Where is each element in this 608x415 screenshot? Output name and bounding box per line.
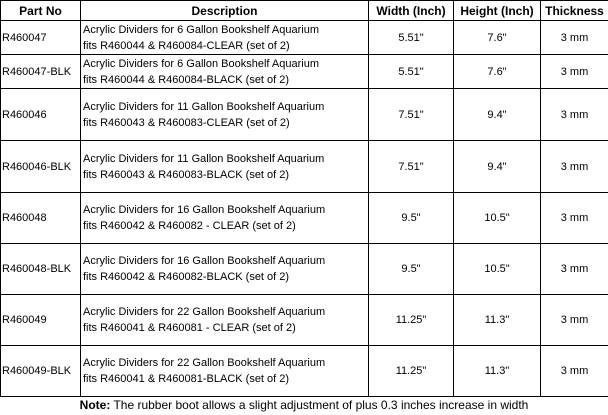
width-cell: 5.51" — [368, 20, 454, 55]
width-cell: 7.51" — [368, 140, 454, 193]
description-line-1: Acrylic Dividers for 22 Gallon Bookshelf… — [83, 306, 326, 318]
height-cell: 9.4" — [453, 88, 541, 141]
header-thickness: Thickness — [540, 0, 608, 21]
height-cell: 11.3" — [453, 345, 541, 397]
thickness-cell: 3 mm — [540, 54, 608, 89]
part-no-cell: R460047-BLK — [0, 54, 81, 89]
description-cell: Acrylic Dividers for 16 Gallon Bookshelf… — [80, 243, 369, 295]
thickness-cell: 3 mm — [540, 88, 608, 141]
description-line-2: fits R460043 & R460083-CLEAR (set of 2) — [83, 116, 290, 129]
header-width: Width (Inch) — [368, 0, 454, 21]
description-cell: Acrylic Dividers for 16 Gallon Bookshelf… — [80, 192, 369, 244]
description-cell: Acrylic Dividers for 11 Gallon Bookshelf… — [80, 140, 369, 193]
description-cell: Acrylic Dividers for 6 Gallon Bookshelf … — [80, 20, 369, 55]
height-cell: 10.5" — [453, 243, 541, 295]
thickness-cell: 3 mm — [540, 294, 608, 346]
description-line-2: fits R460044 & R460084-BLACK (set of 2) — [83, 73, 290, 86]
part-no-cell: R460046 — [0, 88, 81, 141]
description-line-1: Acrylic Dividers for 16 Gallon Bookshelf… — [83, 204, 326, 216]
header-height: Height (Inch) — [453, 0, 541, 21]
width-cell: 9.5" — [368, 192, 454, 244]
width-cell: 11.25" — [368, 345, 454, 397]
description-line-1: Acrylic Dividers for 11 Gallon Bookshelf… — [83, 152, 325, 165]
footnote: Note: The rubber boot allows a slight ad… — [0, 395, 608, 415]
height-cell: 7.6" — [453, 20, 541, 55]
description-line-2: fits R460044 & R460084-CLEAR (set of 2) — [83, 39, 290, 52]
description-line-1: Acrylic Dividers for 11 Gallon Bookshelf… — [83, 100, 325, 113]
header-part-no: Part No — [0, 0, 81, 21]
dividers-spec-table: Part No Description Width (Inch) Height … — [0, 0, 608, 397]
table-row: R460047-BLK Acrylic Dividers for 6 Gallon… — [0, 54, 608, 89]
description-line-2: fits R460041 & R460081 - CLEAR (set of 2… — [83, 322, 296, 334]
description-line-2: fits R460042 & R460082-BLACK (set of 2) — [83, 271, 290, 283]
description-line-2: fits R460042 & R460082 - CLEAR (set of 2… — [83, 220, 296, 232]
description-cell: Acrylic Dividers for 11 Gallon Bookshelf… — [80, 88, 369, 141]
width-cell: 9.5" — [368, 243, 454, 295]
thickness-cell: 3 mm — [540, 20, 608, 55]
description-cell: Acrylic Dividers for 22 Gallon Bookshelf… — [80, 294, 369, 346]
description-line-1: Acrylic Dividers for 6 Gallon Bookshelf … — [83, 57, 319, 70]
width-cell: 11.25" — [368, 294, 454, 346]
description-cell: Acrylic Dividers for 22 Gallon Bookshelf… — [80, 345, 369, 397]
thickness-cell: 3 mm — [540, 345, 608, 397]
part-no-cell: R460046-BLK — [0, 140, 81, 193]
part-no-cell: R460047 — [0, 20, 81, 55]
thickness-cell: 3 mm — [540, 140, 608, 193]
description-cell: Acrylic Dividers for 6 Gallon Bookshelf … — [80, 54, 369, 89]
description-line-1: Acrylic Dividers for 6 Gallon Bookshelf … — [83, 23, 319, 36]
part-no-cell: R460049 — [0, 294, 81, 346]
thickness-cell: 3 mm — [540, 192, 608, 244]
height-cell: 11.3" — [453, 294, 541, 346]
table-row: R460049-BLK Acrylic Dividers for 22 Gallo… — [0, 345, 608, 397]
table-row: R460049 Acrylic Dividers for 22 Gallon Bo… — [0, 294, 608, 346]
header-row: Part No Description Width (Inch) Height … — [0, 0, 608, 21]
part-no-cell: R460048 — [0, 192, 81, 244]
table-row: R460048-BLK Acrylic Dividers for 16 Gallo… — [0, 243, 608, 295]
part-no-cell: R460049-BLK — [0, 345, 81, 397]
table-row: R460047 Acrylic Dividers for 6 Gallon Boo… — [0, 20, 608, 55]
header-description: Description — [80, 0, 369, 21]
note-label: Note: — [79, 398, 111, 412]
description-line-2: fits R460043 & R460083-BLACK (set of 2) — [83, 168, 290, 181]
width-cell: 7.51" — [368, 88, 454, 141]
thickness-cell: 3 mm — [540, 243, 608, 295]
height-cell: 10.5" — [453, 192, 541, 244]
width-cell: 5.51" — [368, 54, 454, 89]
description-line-1: Acrylic Dividers for 16 Gallon Bookshelf… — [83, 255, 326, 267]
description-line-2: fits R460041 & R460081-BLACK (set of 2) — [83, 373, 290, 385]
description-line-1: Acrylic Dividers for 22 Gallon Bookshelf… — [83, 357, 326, 369]
height-cell: 7.6" — [453, 54, 541, 89]
table-row: R460046 Acrylic Dividers for 11 Gallon Bo… — [0, 88, 608, 141]
part-no-cell: R460048-BLK — [0, 243, 81, 295]
table-row: R460046-BLK Acrylic Dividers for 11 Gallo… — [0, 140, 608, 193]
table-row: R460048 Acrylic Dividers for 16 Gallon Bo… — [0, 192, 608, 244]
note-text: The rubber boot allows a slight adjustme… — [110, 398, 529, 412]
height-cell: 9.4" — [453, 140, 541, 193]
